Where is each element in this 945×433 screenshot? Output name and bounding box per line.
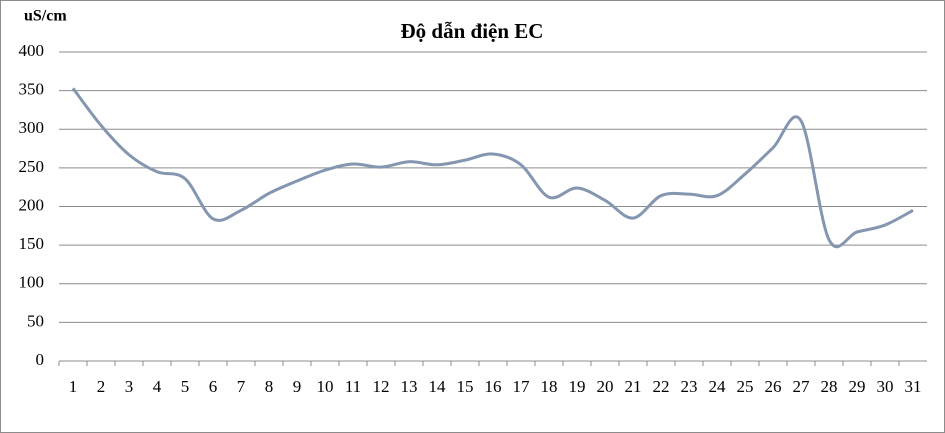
x-tick-label: 10 bbox=[317, 377, 334, 396]
x-tick-label: 18 bbox=[541, 377, 558, 396]
y-tick-label: 400 bbox=[19, 41, 45, 60]
x-tick-label: 31 bbox=[905, 377, 922, 396]
x-tick-label: 19 bbox=[569, 377, 586, 396]
x-tick-label: 4 bbox=[153, 377, 162, 396]
x-tick-label: 7 bbox=[237, 377, 246, 396]
y-tick-label: 150 bbox=[19, 234, 45, 253]
x-tick-label: 14 bbox=[429, 377, 447, 396]
y-tick-label: 50 bbox=[27, 311, 44, 330]
x-tick-label: 30 bbox=[877, 377, 894, 396]
x-tick-label: 26 bbox=[765, 377, 782, 396]
data-line bbox=[71, 87, 914, 249]
y-tick-label: 0 bbox=[36, 350, 45, 369]
y-tick-label: 200 bbox=[19, 195, 45, 214]
x-tick-label: 3 bbox=[125, 377, 134, 396]
y-axis-label: uS/cm bbox=[24, 8, 67, 25]
x-tick-label: 24 bbox=[709, 377, 727, 396]
x-tick-label: 25 bbox=[737, 377, 754, 396]
x-tick-label: 2 bbox=[97, 377, 106, 396]
x-tick-label: 5 bbox=[181, 377, 190, 396]
y-tick-label: 350 bbox=[19, 80, 45, 99]
x-tick-label: 21 bbox=[625, 377, 642, 396]
x-tick-label: 27 bbox=[793, 377, 811, 396]
x-tick-label: 22 bbox=[653, 377, 670, 396]
x-tick-label: 8 bbox=[265, 377, 274, 396]
x-tick-label: 15 bbox=[457, 377, 474, 396]
y-tick-label: 250 bbox=[19, 157, 45, 176]
x-tick-label: 13 bbox=[401, 377, 418, 396]
x-tick-label: 28 bbox=[821, 377, 838, 396]
x-tick-label: 12 bbox=[373, 377, 390, 396]
chart-title: Độ dẫn điện EC bbox=[401, 19, 544, 43]
x-tick-label: 17 bbox=[513, 377, 531, 396]
x-tick-label: 1 bbox=[69, 377, 78, 396]
x-tick-label: 9 bbox=[293, 377, 302, 396]
y-tick-label: 100 bbox=[19, 273, 45, 292]
x-tick-label: 20 bbox=[597, 377, 614, 396]
x-tick-label: 6 bbox=[209, 377, 218, 396]
x-tick-label: 23 bbox=[681, 377, 698, 396]
x-tick-label: 16 bbox=[485, 377, 502, 396]
x-tick-label: 11 bbox=[345, 377, 361, 396]
x-tick-label: 29 bbox=[849, 377, 866, 396]
y-tick-label: 300 bbox=[19, 118, 45, 137]
